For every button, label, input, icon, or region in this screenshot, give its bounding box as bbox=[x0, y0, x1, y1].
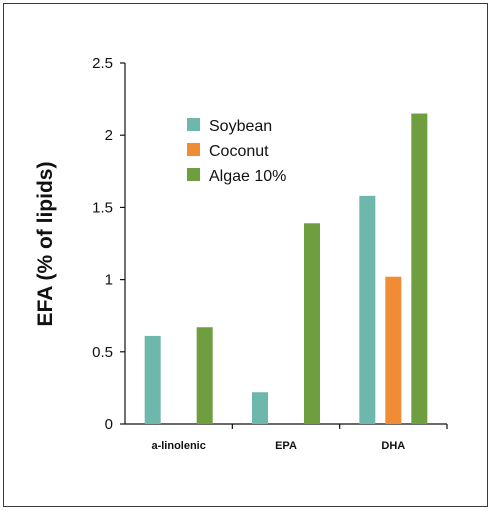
chart-frame bbox=[3, 3, 488, 507]
bar-algae-10--epa bbox=[304, 223, 320, 424]
bars bbox=[144, 113, 428, 424]
bar-algae-10--a-linolenic bbox=[196, 327, 213, 424]
bar-soybean-epa bbox=[252, 392, 268, 424]
legend-label: Coconut bbox=[209, 143, 269, 160]
x-category-label: a-linolenic bbox=[151, 440, 205, 452]
bar-soybean-a-linolenic bbox=[144, 335, 161, 424]
legend-swatch bbox=[187, 143, 200, 156]
x-category-label: DHA bbox=[381, 440, 405, 452]
legend-label: Soybean bbox=[209, 118, 272, 135]
bar-algae-10--dha bbox=[411, 113, 428, 424]
y-tick-label: 0.5 bbox=[92, 344, 113, 361]
legend: Soybean Coconut Algae 10% bbox=[187, 118, 286, 185]
y-axis: 0 0.5 1 1.5 2 2.5 bbox=[92, 55, 126, 433]
bar-coconut-dha bbox=[385, 276, 402, 424]
y-tick-label: 1.5 bbox=[92, 199, 113, 216]
bar-soybean-dha bbox=[359, 195, 376, 424]
x-axis: a-linolenic EPA DHA bbox=[125, 423, 448, 452]
y-axis-label: EFA (% of lipids) bbox=[34, 162, 57, 327]
y-tick-label: 0 bbox=[105, 416, 113, 433]
legend-label: Algae 10% bbox=[209, 168, 286, 185]
y-tick-label: 2.5 bbox=[92, 55, 113, 72]
legend-swatch bbox=[187, 168, 200, 181]
legend-swatch bbox=[187, 118, 200, 131]
x-category-label: EPA bbox=[275, 440, 297, 452]
y-tick-label: 1 bbox=[105, 272, 113, 289]
y-tick-label: 2 bbox=[105, 127, 113, 144]
